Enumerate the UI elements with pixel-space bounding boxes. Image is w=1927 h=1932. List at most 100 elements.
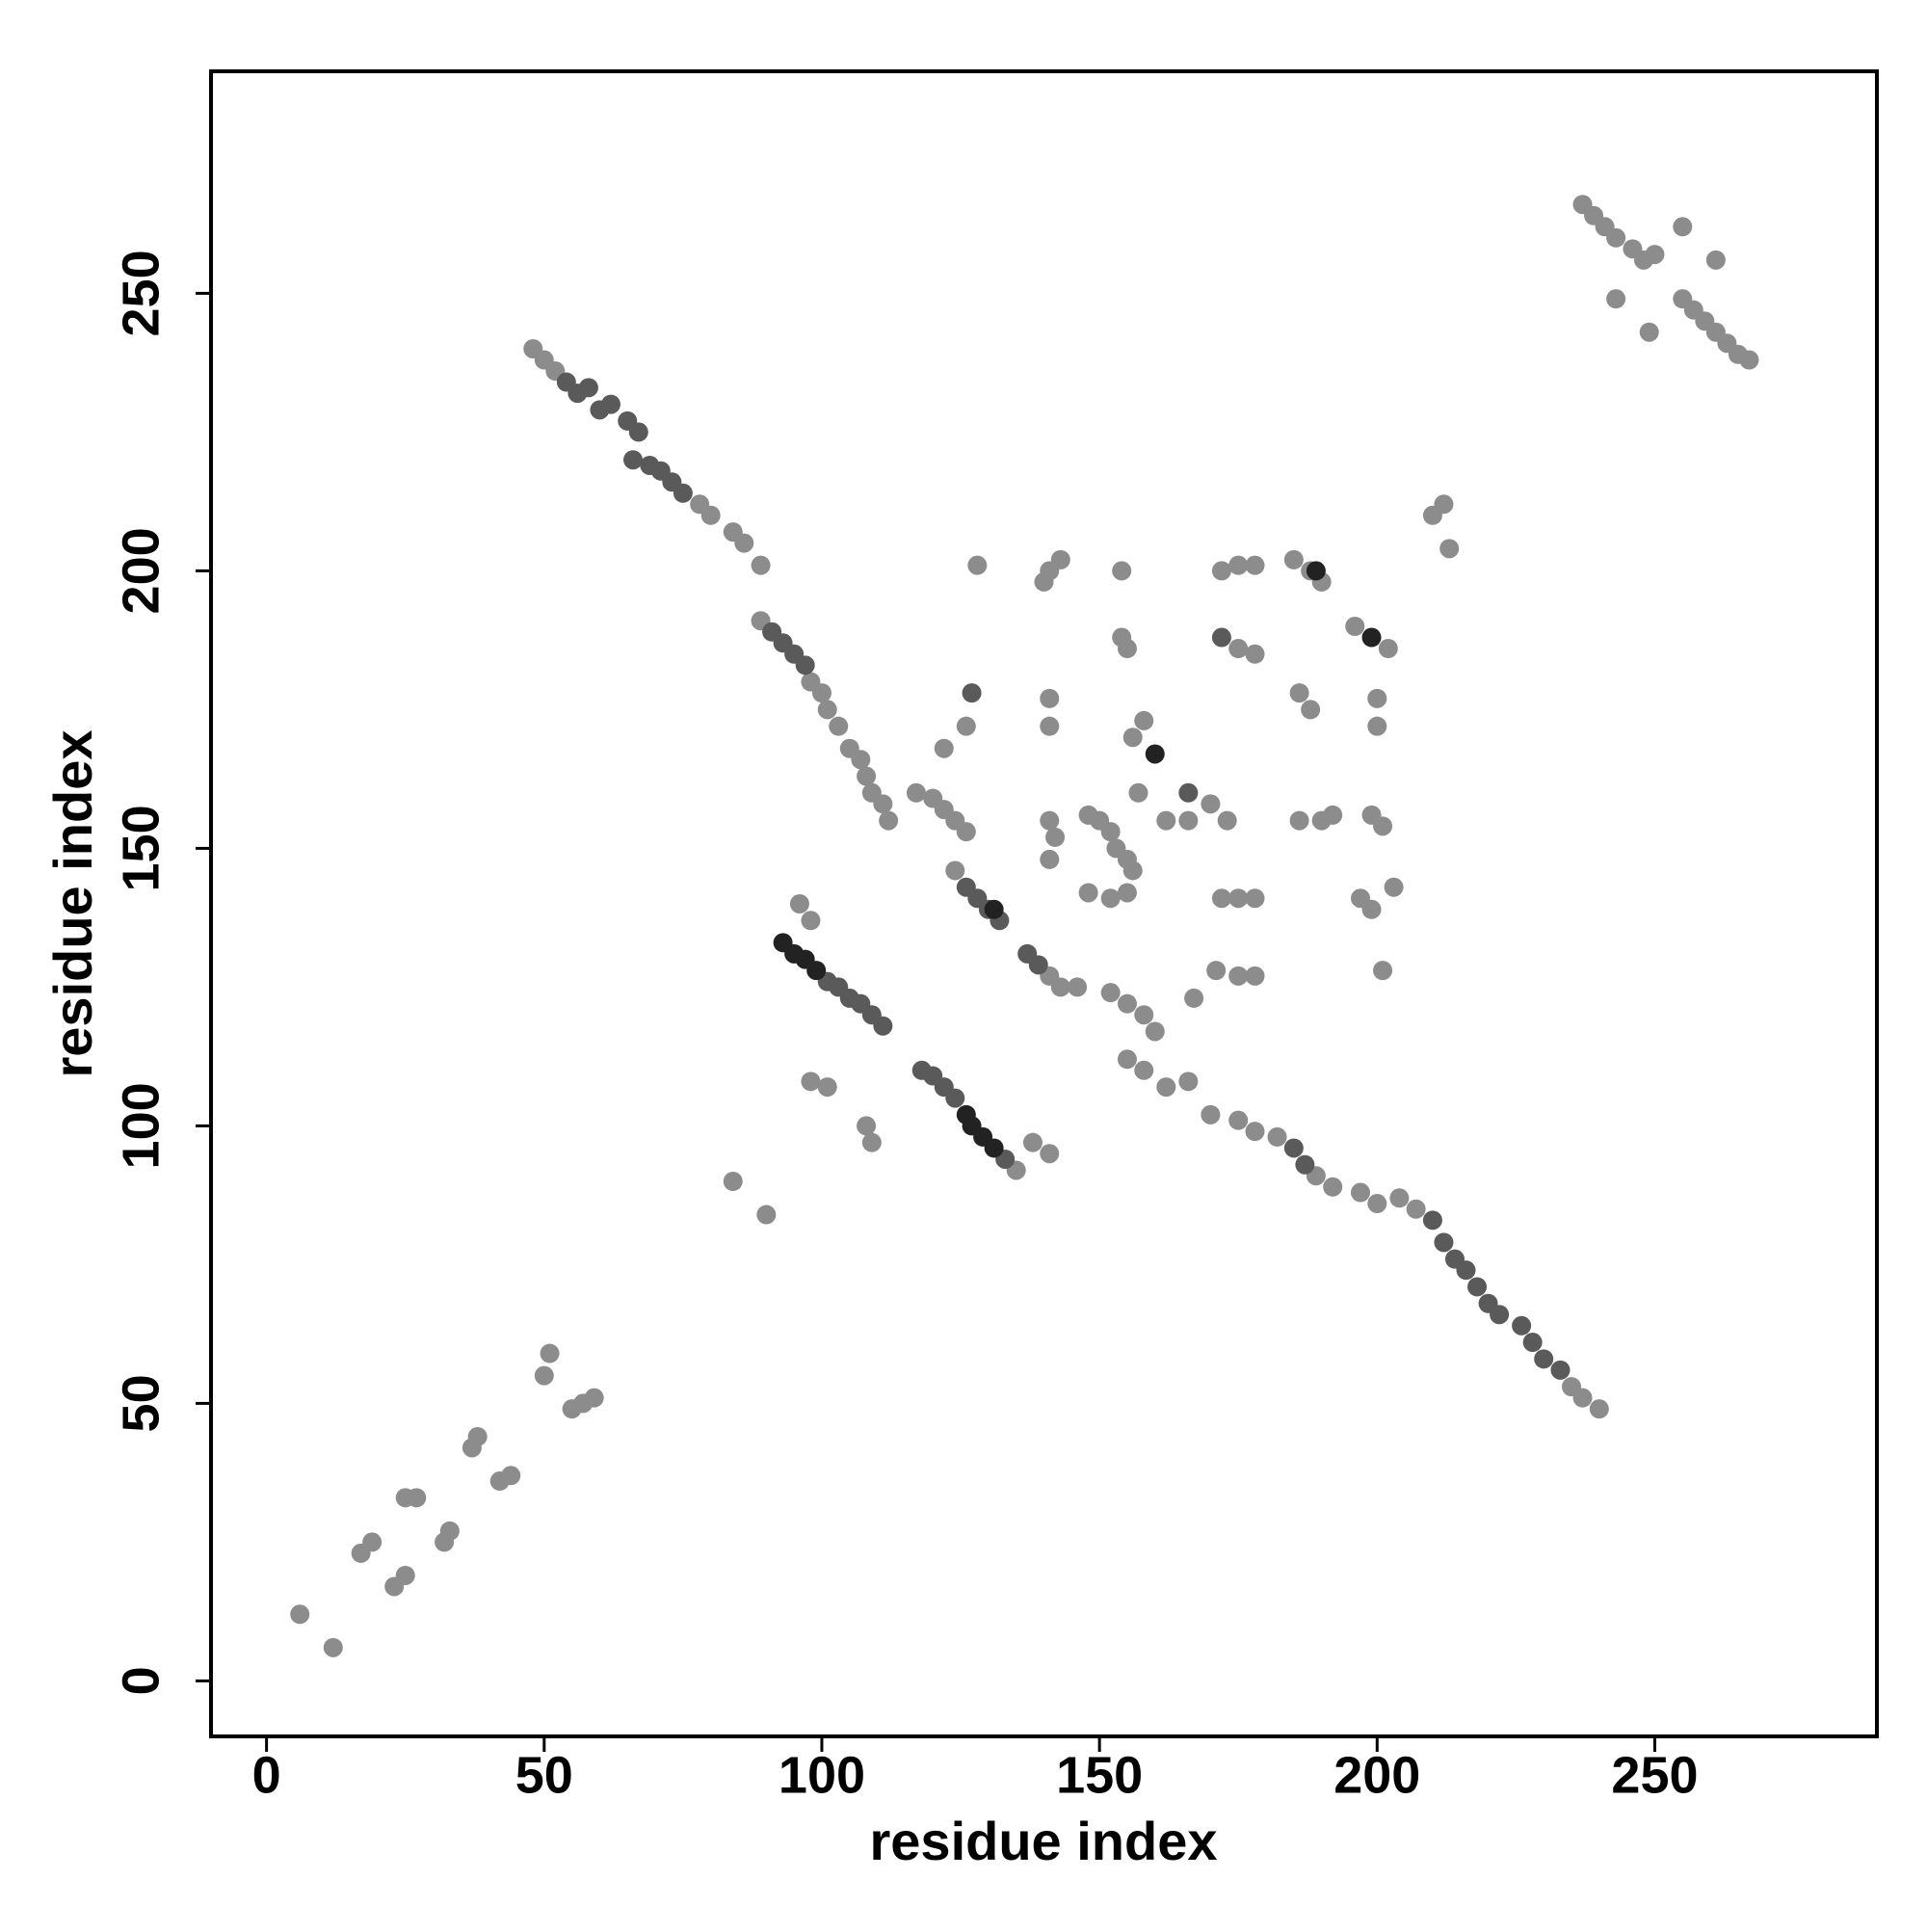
point (1228, 888, 1249, 909)
y-tick-label: 200 (112, 527, 170, 614)
point (1289, 683, 1309, 703)
point (1323, 1177, 1343, 1197)
point (1522, 1333, 1543, 1353)
point (1228, 639, 1249, 659)
point (1283, 549, 1304, 569)
x-tick-label: 100 (779, 1746, 865, 1804)
point (1351, 1182, 1371, 1203)
point (362, 1532, 383, 1552)
point (1673, 217, 1693, 237)
point (1211, 561, 1231, 581)
point (1422, 1210, 1442, 1231)
point (906, 782, 926, 803)
point (1572, 1388, 1593, 1408)
point (1134, 1005, 1154, 1025)
point (1367, 1194, 1387, 1214)
point (600, 394, 620, 414)
point (984, 899, 1004, 919)
point (1434, 1232, 1454, 1253)
point (1134, 1060, 1154, 1080)
point (1040, 810, 1060, 831)
plot-frame (209, 69, 1879, 1738)
point (1211, 888, 1231, 909)
point (1178, 782, 1199, 803)
point (700, 505, 721, 525)
point (1345, 617, 1365, 636)
point (1467, 1277, 1488, 1297)
point (1217, 810, 1237, 831)
point (1289, 810, 1309, 831)
point (323, 1637, 343, 1657)
x-tick-label: 150 (1056, 1746, 1143, 1804)
point (829, 716, 849, 736)
point (751, 555, 771, 575)
point (1156, 1077, 1176, 1098)
y-tick-label: 0 (112, 1666, 170, 1695)
point (1112, 561, 1132, 581)
point (1245, 1122, 1265, 1142)
point (1178, 1072, 1199, 1092)
point (1606, 227, 1626, 248)
point (1040, 849, 1060, 869)
point (795, 655, 815, 675)
point (1122, 728, 1143, 748)
point (1028, 955, 1048, 975)
point (1373, 816, 1393, 836)
point (1534, 1349, 1554, 1369)
point (467, 1426, 488, 1446)
point (1389, 1188, 1410, 1208)
point (1201, 1104, 1221, 1125)
point (1034, 571, 1054, 592)
point (1245, 555, 1265, 575)
point (1117, 1049, 1137, 1070)
point (734, 533, 754, 553)
point (1267, 1126, 1287, 1147)
point (1206, 961, 1227, 981)
point (956, 822, 976, 842)
point (1050, 977, 1070, 997)
point (1128, 782, 1148, 803)
point (1490, 1305, 1510, 1325)
y-tick-label: 50 (112, 1374, 170, 1432)
point (1117, 883, 1137, 903)
point (1145, 1021, 1165, 1042)
point (962, 683, 982, 703)
point (1739, 350, 1759, 370)
point (395, 1565, 415, 1585)
point (1245, 644, 1265, 664)
point (1050, 549, 1070, 569)
point (1705, 250, 1726, 270)
point (534, 1365, 554, 1386)
point (857, 1116, 877, 1136)
point (623, 450, 644, 470)
point (1367, 716, 1387, 736)
point (1589, 1399, 1609, 1419)
x-axis-label: residue index (869, 1811, 1217, 1871)
point (1645, 245, 1665, 265)
point (628, 422, 648, 442)
point (1373, 961, 1393, 981)
point (879, 810, 899, 831)
point (1134, 710, 1154, 730)
y-tick-label: 150 (112, 805, 170, 891)
point (578, 378, 598, 398)
point (1550, 1360, 1571, 1380)
point (873, 794, 893, 814)
point (1078, 883, 1098, 903)
point (1112, 627, 1132, 648)
point (934, 738, 954, 758)
point (789, 894, 809, 913)
point (1456, 1260, 1476, 1281)
point (801, 911, 821, 931)
y-axis-label: residue index (42, 729, 103, 1077)
point (439, 1521, 460, 1541)
point (857, 766, 877, 786)
point (1361, 627, 1382, 648)
point (1406, 1199, 1426, 1219)
point (1367, 688, 1387, 708)
point (1439, 539, 1460, 559)
y-tick-label: 100 (112, 1082, 170, 1169)
point (540, 1343, 560, 1363)
point (1122, 860, 1143, 881)
